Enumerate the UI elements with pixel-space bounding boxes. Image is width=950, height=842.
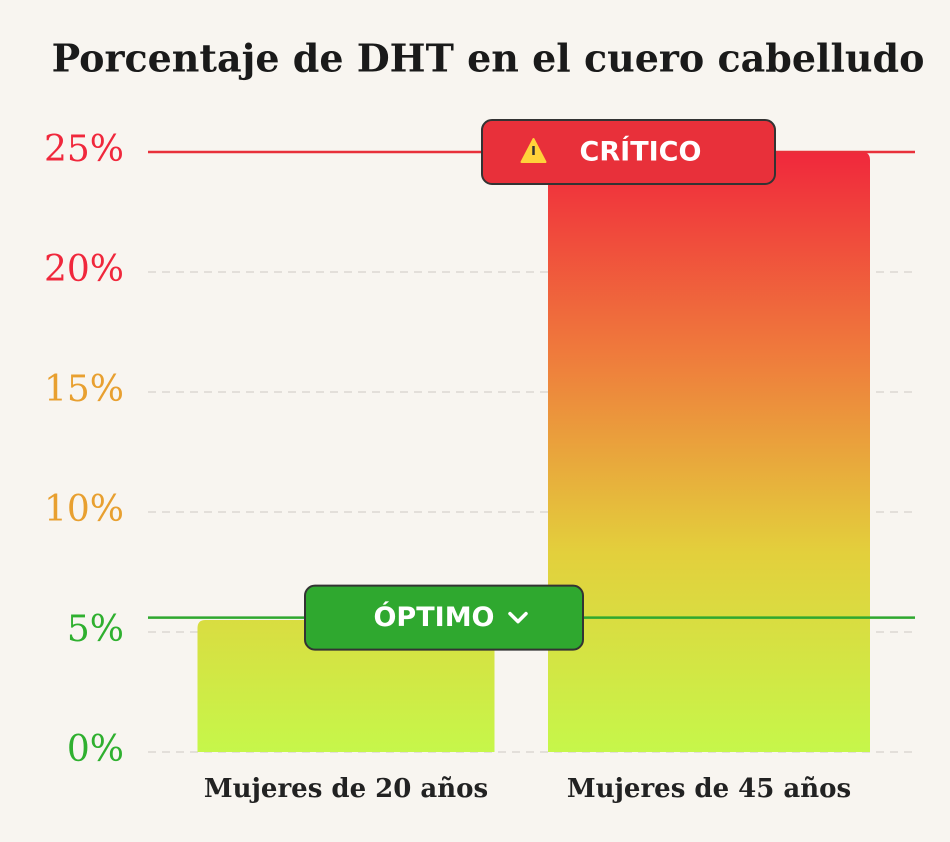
y-tick-label: 10% xyxy=(44,489,124,530)
x-tick-label: Mujeres de 20 años xyxy=(204,774,488,804)
reference-lines: CRÍTICO ÓPTIMO xyxy=(148,119,915,651)
badge-label: CRÍTICO xyxy=(580,136,702,168)
y-tick-label: 0% xyxy=(67,729,124,770)
y-tick-label: 15% xyxy=(44,369,124,410)
y-tick-label: 20% xyxy=(44,249,124,290)
y-tick-label: 5% xyxy=(67,609,124,650)
chart-title: Porcentaje de DHT en el cuero cabelludo xyxy=(52,36,925,81)
x-tick-label: Mujeres de 45 años xyxy=(567,774,851,804)
bar xyxy=(548,152,870,752)
badge-label: ÓPTIMO xyxy=(373,601,494,633)
bar xyxy=(197,620,495,752)
badge xyxy=(304,584,584,651)
bars: Mujeres de 20 años Mujeres de 45 años xyxy=(197,152,870,804)
badge xyxy=(481,119,776,185)
chevron-icon xyxy=(508,611,528,624)
y-tick-label: 25% xyxy=(44,129,124,170)
